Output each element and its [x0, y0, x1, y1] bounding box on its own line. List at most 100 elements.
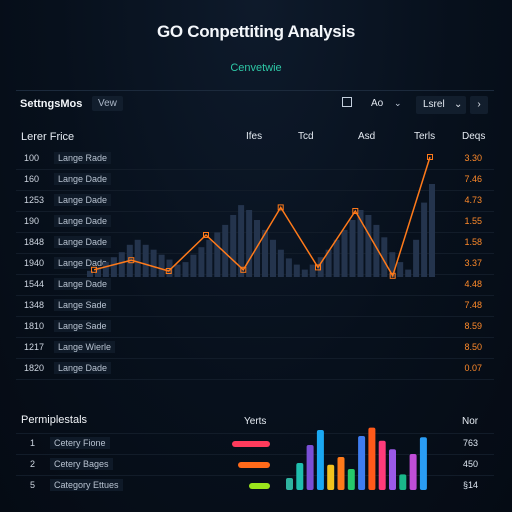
background-bar	[293, 264, 300, 277]
row-value: 8.59	[464, 321, 482, 331]
row-label: Lange Dade	[54, 194, 112, 206]
trend-point[interactable]	[91, 266, 97, 273]
page-subtitle: Cenvetwie	[230, 62, 282, 74]
category-bar[interactable]	[409, 454, 417, 490]
trend-point[interactable]	[352, 208, 359, 214]
item-bar	[232, 441, 270, 447]
row-value: 4.48	[464, 279, 482, 289]
trend-point[interactable]	[128, 257, 135, 264]
row-label: Lange Dade	[54, 362, 112, 374]
table-row[interactable]: 1348 Lange Sade 7.48	[16, 295, 494, 317]
background-bar	[373, 224, 380, 277]
background-bar	[198, 247, 205, 277]
row-label: Lange Wierle	[54, 341, 116, 353]
list-item[interactable]: 2 Cetery Bages 450	[16, 454, 494, 476]
list-item[interactable]: 5 Category Ettues §14	[16, 475, 494, 497]
category-bar[interactable]	[389, 449, 396, 490]
row-value: 4.73	[464, 195, 482, 205]
item-number: 2	[30, 459, 36, 469]
category-bar[interactable]	[358, 436, 366, 490]
list-item[interactable]: 1 Cetery Fione 763	[16, 433, 494, 455]
trend-point[interactable]	[203, 232, 209, 238]
table-row[interactable]: 1820 Lange Dade 0.07	[16, 358, 494, 380]
table-row[interactable]: 1217 Lange Wierle 8.50	[16, 337, 494, 359]
zoom-dropdown[interactable]: Ao	[371, 98, 384, 109]
row-number: 1820	[24, 363, 45, 373]
trend-point[interactable]	[389, 272, 396, 279]
item-label: Category Ettues	[50, 479, 123, 491]
background-bar	[381, 237, 388, 277]
background-bar	[277, 249, 284, 277]
table-row[interactable]: 100 Lange Rade 3.30	[16, 148, 494, 170]
chevron-down-icon: ⌄	[454, 99, 463, 110]
background-bar	[325, 249, 332, 277]
row-number: 160	[24, 174, 40, 184]
trend-point[interactable]	[277, 204, 284, 211]
chevron-down-icon[interactable]: ⌄	[394, 98, 402, 108]
table-row[interactable]: 1544 Lange Dade 4.48	[16, 274, 494, 296]
column-header: Terls	[414, 131, 436, 142]
view-button[interactable]: Vew	[92, 96, 123, 111]
background-bar	[102, 262, 109, 277]
category-bar[interactable]	[337, 457, 345, 490]
background-bar	[134, 239, 141, 277]
column-header: Ifes	[246, 131, 263, 142]
category-bar[interactable]	[286, 478, 293, 490]
item-value: 763	[462, 438, 478, 448]
row-value: 3.37	[464, 258, 482, 268]
category-bar[interactable]	[306, 445, 314, 490]
category-bar[interactable]	[327, 464, 335, 490]
category-bar[interactable]	[378, 440, 386, 490]
row-label: Lange Dade	[54, 257, 112, 269]
background-bar	[110, 257, 117, 277]
column-header-main: Lerer Frice	[21, 131, 75, 143]
category-bar[interactable]	[296, 463, 304, 490]
row-number: 190	[24, 216, 40, 226]
row-value: 8.50	[464, 342, 482, 352]
trend-point[interactable]	[315, 264, 321, 271]
panel-toolbar: SettngsMos Vew Ao ⌄ Lsrel ⌄ ›	[16, 91, 494, 119]
background-bar	[341, 229, 348, 277]
category-bar[interactable]	[419, 437, 427, 490]
category-bar[interactable]	[368, 427, 376, 490]
background-bar	[95, 267, 101, 277]
background-bar	[190, 254, 197, 277]
trend-line	[93, 156, 431, 278]
table-row[interactable]: 1253 Lange Dade 4.73	[16, 190, 494, 212]
row-value: 1.55	[464, 216, 482, 226]
background-bar	[365, 215, 372, 277]
background-bar	[230, 215, 237, 277]
trend-point[interactable]	[427, 154, 433, 160]
background-bar	[301, 269, 308, 277]
background-bar	[214, 232, 221, 277]
background-bar	[389, 252, 396, 277]
background-bar	[87, 270, 93, 277]
background-bar	[397, 262, 404, 277]
row-number: 1940	[24, 258, 45, 268]
layout-icon[interactable]	[342, 97, 352, 107]
item-bar	[238, 462, 270, 468]
background-bar	[357, 210, 364, 277]
background-bar	[254, 220, 260, 277]
table-row[interactable]: 1810 Lange Sade 8.59	[16, 316, 494, 338]
trend-point[interactable]	[165, 268, 172, 274]
row-number: 1810	[24, 321, 45, 331]
page-title: GO Conpettiting Analysis	[156, 22, 356, 41]
row-value: 7.46	[464, 174, 482, 184]
row-value: 3.30	[464, 153, 482, 163]
next-button[interactable]: ›	[470, 96, 488, 114]
table-row[interactable]: 160 Lange Dade 7.46	[16, 169, 494, 191]
background-bar	[349, 220, 356, 277]
trend-point[interactable]	[240, 266, 247, 273]
performance-panel: Permiplestals Yerts Nor 1 Cetery Fione 763…	[16, 408, 494, 504]
row-label: Lange Dade	[54, 215, 112, 227]
category-bar[interactable]	[347, 469, 355, 490]
background-bar	[158, 254, 165, 277]
level-dropdown[interactable]: Lsrel ⌄	[416, 96, 466, 114]
column-header: Deqs	[462, 131, 486, 142]
row-value: 0.07	[464, 363, 482, 373]
category-bar[interactable]	[316, 430, 324, 490]
category-bar[interactable]	[399, 474, 407, 490]
background-bar	[142, 244, 149, 277]
row-label: Lange Rade	[54, 152, 112, 164]
